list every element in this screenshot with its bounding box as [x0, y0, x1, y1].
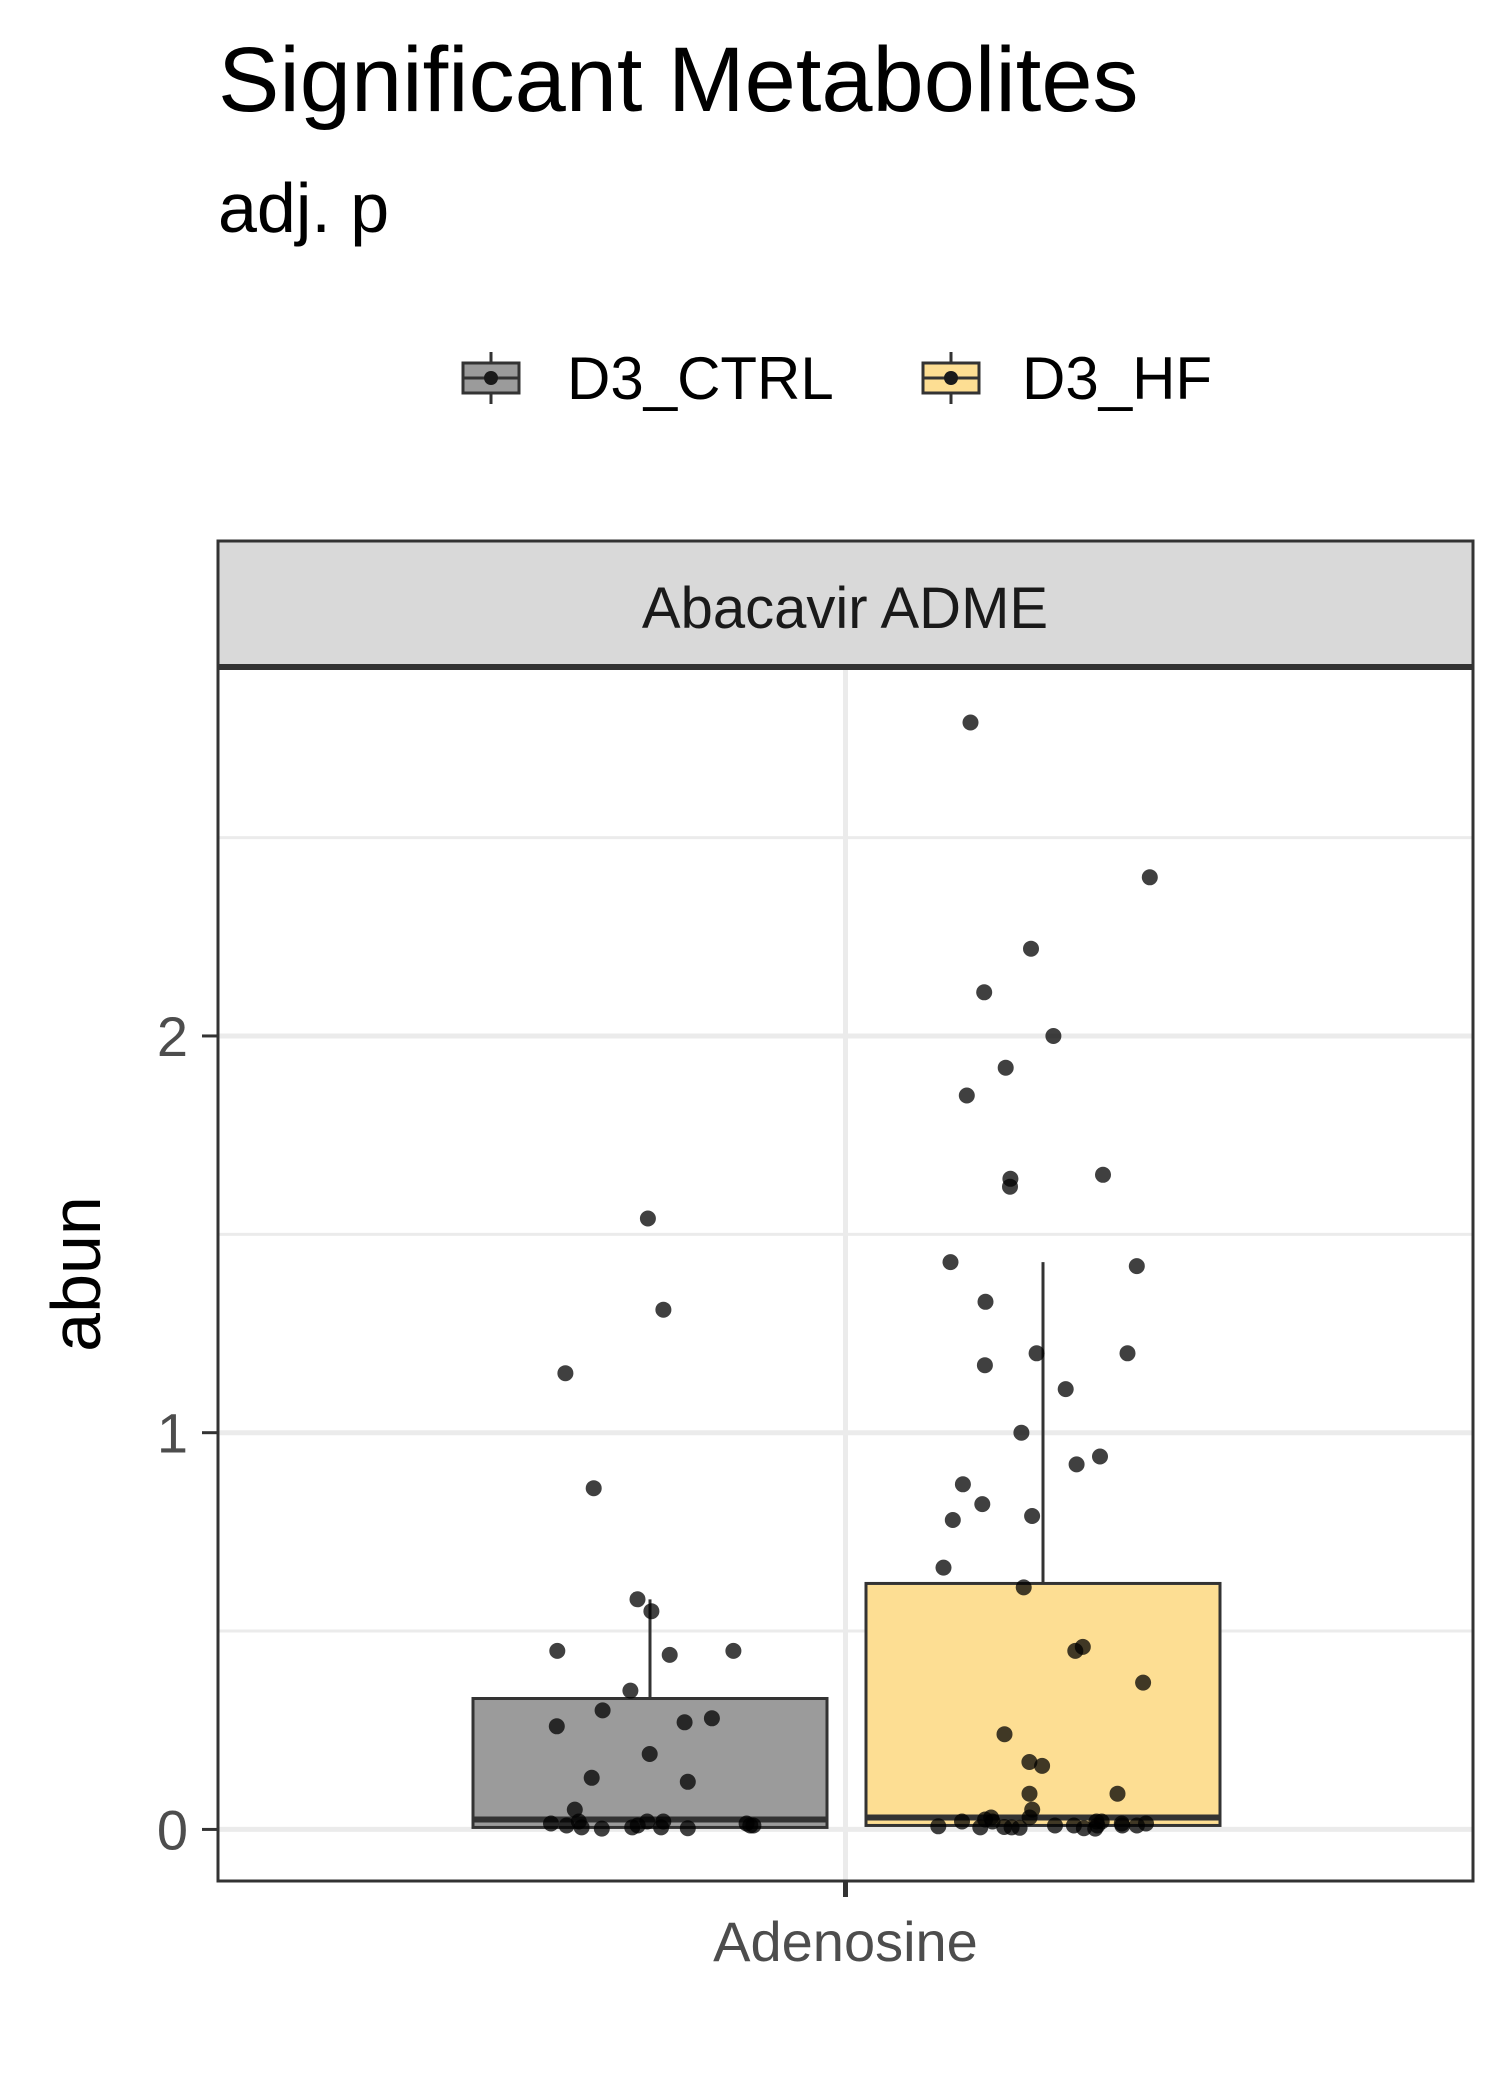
data-point	[1013, 1424, 1030, 1441]
legend: D3_CTRL D3_HF	[461, 345, 1212, 412]
data-point	[583, 1769, 600, 1786]
data-point	[1021, 1785, 1038, 1802]
data-point	[1087, 1820, 1104, 1837]
data-point	[661, 1646, 678, 1663]
data-point	[703, 1710, 720, 1727]
data-point	[653, 1819, 670, 1836]
y-axis: 0 1 2	[157, 1005, 218, 1861]
y-tick-label: 1	[157, 1402, 188, 1465]
legend-label-d3-ctrl: D3_CTRL	[567, 345, 834, 412]
data-point	[548, 1718, 565, 1735]
data-point	[1021, 1754, 1038, 1770]
data-point	[1119, 1345, 1136, 1362]
chart-subtitle: adj. p	[218, 169, 390, 247]
data-point	[1075, 1820, 1092, 1837]
data-point	[725, 1642, 742, 1659]
data-point	[962, 714, 979, 731]
data-point	[1095, 1166, 1111, 1183]
box-d3-hf	[864, 1581, 1222, 1827]
data-point	[1128, 1817, 1145, 1834]
data-point	[594, 1702, 611, 1719]
x-tick-label: Adenosine	[713, 1910, 978, 1973]
data-point	[1068, 1456, 1085, 1473]
facet-label: Abacavir ADME	[642, 576, 1048, 641]
data-point	[1024, 1508, 1041, 1524]
data-point	[557, 1365, 574, 1382]
data-point	[935, 1559, 952, 1576]
data-point	[1057, 1381, 1074, 1398]
legend-label-d3-hf: D3_HF	[1022, 345, 1212, 412]
data-point	[639, 1210, 656, 1227]
data-point	[1128, 1258, 1145, 1275]
x-axis: Adenosine	[713, 1881, 978, 1973]
data-point	[1028, 1345, 1045, 1362]
data-point	[976, 984, 993, 1001]
data-point	[593, 1820, 610, 1837]
data-point	[977, 1293, 994, 1310]
data-point	[573, 1819, 590, 1836]
data-point	[742, 1817, 759, 1834]
data-point	[641, 1746, 658, 1762]
data-point	[976, 1357, 993, 1374]
data-point	[549, 1642, 566, 1659]
data-point	[1141, 869, 1158, 886]
data-point	[974, 1496, 991, 1513]
data-point	[1092, 1448, 1108, 1465]
chart-title: Significant Metabolites	[218, 29, 1139, 131]
data-point	[1067, 1642, 1084, 1659]
data-point	[643, 1603, 660, 1620]
data-point	[629, 1591, 646, 1608]
data-point	[1023, 940, 1039, 957]
grid-lines	[218, 667, 1473, 1881]
data-point	[954, 1813, 970, 1830]
data-point	[1011, 1819, 1028, 1836]
data-point	[1021, 1809, 1038, 1826]
data-point	[930, 1818, 947, 1835]
y-tick-label: 0	[157, 1798, 188, 1861]
box-d3-ctrl	[471, 1697, 829, 1829]
data-point	[942, 1254, 959, 1271]
data-point	[1135, 1674, 1152, 1691]
data-point	[543, 1815, 559, 1832]
data-point	[997, 1059, 1014, 1076]
data-point	[679, 1820, 696, 1837]
data-point	[558, 1817, 575, 1834]
data-point	[1002, 1178, 1018, 1195]
boxplots	[471, 1262, 1222, 1829]
data-points	[543, 714, 1158, 1837]
data-point	[679, 1773, 696, 1790]
legend-key-d3-ctrl	[461, 352, 521, 404]
data-point	[996, 1726, 1013, 1743]
data-point	[655, 1301, 672, 1318]
data-point	[944, 1512, 961, 1528]
data-point	[954, 1476, 971, 1493]
data-point	[972, 1819, 989, 1836]
data-point	[624, 1819, 641, 1836]
data-point	[958, 1087, 975, 1104]
data-point	[585, 1480, 602, 1497]
data-point	[1045, 1028, 1062, 1044]
data-point	[622, 1682, 639, 1699]
data-point	[676, 1714, 693, 1731]
data-point	[1034, 1757, 1051, 1774]
data-point	[1015, 1579, 1032, 1596]
y-tick-label: 2	[157, 1005, 188, 1068]
data-point	[1109, 1785, 1126, 1802]
data-point	[1047, 1817, 1063, 1834]
data-point	[1114, 1817, 1131, 1834]
facet-strip	[216, 539, 1475, 669]
y-axis-title: abun	[37, 1196, 115, 1352]
legend-key-d3-hf	[921, 352, 981, 404]
